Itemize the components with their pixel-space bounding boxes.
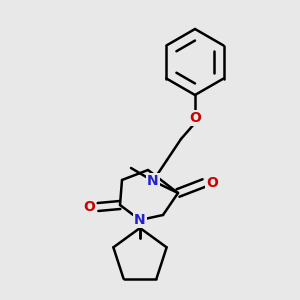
Text: N: N bbox=[134, 213, 146, 227]
Text: N: N bbox=[147, 174, 159, 188]
Text: O: O bbox=[206, 176, 218, 190]
Text: O: O bbox=[189, 111, 201, 125]
Text: O: O bbox=[83, 200, 95, 214]
